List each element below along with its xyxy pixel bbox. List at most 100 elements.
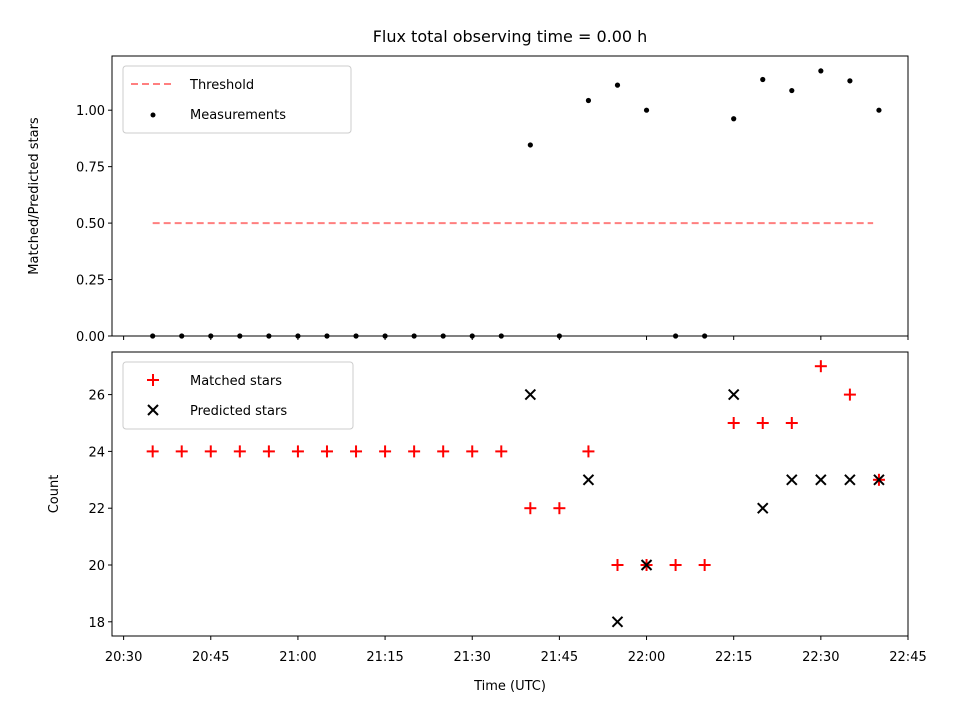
predicted-star-point: [844, 474, 856, 486]
predicted-star-d2: [757, 502, 769, 514]
measurement-point: [440, 333, 446, 339]
ratio-y-tick-label: 0.25: [76, 274, 105, 289]
count-y-tick-label: 24: [88, 445, 105, 460]
x-tick-label: 21:15: [366, 650, 403, 665]
measurement-point: [847, 78, 853, 84]
count-marks: [146, 360, 885, 628]
ratio-y-tick-label: 0.00: [76, 330, 105, 345]
count-legend: Matched stars Predicted stars: [122, 361, 354, 430]
x-tick-label: 21:00: [279, 650, 316, 665]
measurements-legend-swatch: [150, 112, 156, 118]
measurement-point: [353, 333, 359, 339]
matched-star-point: [785, 417, 798, 429]
measurement-point: [672, 333, 679, 339]
predicted-star-point: [786, 474, 798, 486]
count-y-tick-label: 22: [88, 502, 105, 517]
matched-star-point: [175, 445, 188, 458]
predicted-star-point: [524, 388, 537, 401]
measurement-point: [469, 333, 475, 339]
chart-title: Flux total observing time = 0.00 h: [373, 27, 648, 46]
matched-star-point: [524, 502, 537, 515]
predicted-star-point: [815, 474, 827, 486]
matched-star-point: [843, 388, 856, 401]
x-tick-label: 22:30: [802, 650, 839, 665]
measurement-point: [295, 333, 301, 339]
x-tick-label: 21:30: [453, 650, 490, 665]
matched-star-point: [582, 445, 595, 458]
matched-star-point: [553, 502, 566, 515]
predicted-star-point: [582, 474, 595, 486]
measurement-point: [179, 333, 185, 339]
predicted-star-d2: [640, 559, 653, 571]
matched-star-point: [408, 445, 421, 458]
predicted-star-d2: [844, 474, 856, 486]
x-tick-label: 22:00: [628, 650, 665, 665]
matched-star-point: [727, 417, 740, 429]
ratio-legend-frame: [122, 65, 352, 134]
measurement-point: [150, 333, 156, 339]
measurement-point: [208, 333, 214, 339]
predicted-star-point: [873, 474, 885, 486]
predicted-legend-label: Predicted stars: [190, 404, 287, 419]
measurement-point: [411, 333, 417, 339]
measurement-point: [760, 76, 766, 83]
x-tick-label: 22:15: [715, 650, 752, 665]
count-y-ticks: 18 20 22 24 26: [88, 389, 112, 631]
matched-star-point: [466, 445, 479, 458]
count-y-axis-label: Count: [47, 475, 62, 514]
predicted-star-d2: [815, 474, 827, 486]
matched-star-point: [611, 559, 624, 571]
matched-star-point: [262, 445, 275, 458]
measurement-point: [818, 68, 824, 74]
matched-star-point: [669, 559, 682, 571]
matched-star-point: [350, 445, 363, 458]
ratio-y-tick-label: 0.75: [76, 161, 105, 176]
ratio-marks: [150, 68, 882, 339]
matched-legend-label: Matched stars: [190, 374, 282, 389]
matched-star-point: [698, 559, 711, 571]
predicted-star-point: [727, 388, 740, 401]
matched-star-point: [233, 445, 246, 458]
ratio-y-axis-label: Matched/Predicted stars: [27, 117, 42, 275]
ratio-y-tick-label: 1.00: [76, 104, 105, 119]
measurement-point: [731, 116, 737, 122]
predicted-star-d2: [727, 388, 740, 401]
predicted-star-d2: [582, 474, 595, 486]
predicted-star-d2: [873, 474, 885, 486]
count-y-tick-label: 20: [88, 559, 105, 574]
predicted-legend-swatch: [147, 404, 159, 416]
ratio-legend: Threshold Measurements: [122, 65, 352, 134]
predicted-star-point: [640, 559, 653, 571]
count-y-tick-label: 26: [88, 389, 105, 404]
threshold-legend-label: Threshold: [189, 78, 254, 93]
measurement-point: [556, 333, 562, 339]
measurement-point: [614, 82, 621, 88]
ratio-panel: 0.00 0.25 0.50 0.75 1.00 Matched/Predicted s…: [27, 55, 909, 345]
measurement-point: [702, 333, 708, 339]
x-tick-label: 22:45: [889, 650, 926, 665]
predicted-star-d2: [524, 388, 537, 401]
measurement-point: [585, 97, 592, 104]
matched-star-point: [379, 445, 392, 458]
measurements-legend-label: Measurements: [190, 108, 286, 123]
measurement-point: [324, 333, 330, 339]
measurement-point: [237, 333, 243, 339]
measurement-point: [382, 333, 388, 339]
x-tick-label: 20:45: [192, 650, 229, 665]
measurement-point: [527, 142, 533, 148]
measurement-point: [876, 107, 882, 113]
predicted-star-d2: [786, 474, 798, 486]
matched-star-point: [756, 417, 769, 429]
matched-star-point: [291, 445, 304, 458]
predicted-star-point: [611, 616, 624, 628]
count-legend-frame: [122, 361, 354, 430]
measurement-point: [498, 333, 504, 339]
matched-star-point: [495, 445, 508, 458]
x-axis-label: Time (UTC): [473, 679, 546, 694]
predicted-star-point: [757, 502, 769, 514]
count-y-tick-label: 18: [88, 616, 105, 631]
matched-star-point: [814, 360, 827, 373]
measurement-point: [266, 333, 272, 339]
measurement-point: [643, 107, 650, 113]
